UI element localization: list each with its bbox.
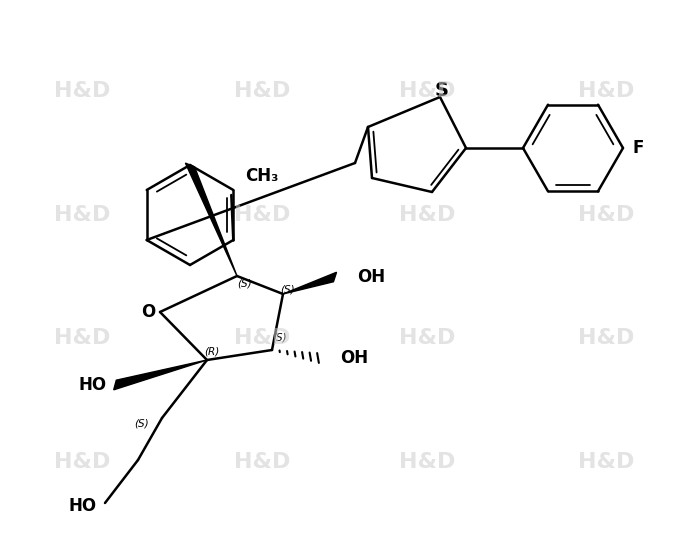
Text: H&D: H&D	[234, 205, 290, 225]
Text: O: O	[141, 303, 155, 321]
Text: H&D: H&D	[54, 328, 111, 349]
Text: H&D: H&D	[399, 452, 455, 472]
Text: H&D: H&D	[399, 328, 455, 349]
Text: H&D: H&D	[399, 81, 455, 101]
Text: H&D: H&D	[578, 328, 635, 349]
Text: H&D: H&D	[578, 452, 635, 472]
Text: S: S	[435, 82, 449, 100]
Polygon shape	[114, 360, 207, 390]
Text: F: F	[633, 139, 644, 157]
Text: CH₃: CH₃	[245, 167, 278, 185]
Text: (S): (S)	[273, 333, 287, 343]
Text: HO: HO	[79, 376, 107, 394]
Text: H&D: H&D	[54, 205, 111, 225]
Text: H&D: H&D	[234, 452, 290, 472]
Text: (R): (R)	[205, 347, 220, 357]
Text: H&D: H&D	[234, 81, 290, 101]
Text: H&D: H&D	[54, 81, 111, 101]
Text: HO: HO	[69, 497, 97, 515]
Text: (S): (S)	[238, 279, 252, 289]
Text: OH: OH	[340, 349, 368, 367]
Text: H&D: H&D	[578, 81, 635, 101]
Text: OH: OH	[357, 268, 385, 286]
Polygon shape	[185, 163, 237, 276]
Text: (S): (S)	[134, 418, 150, 428]
Text: (S): (S)	[280, 284, 296, 294]
Text: H&D: H&D	[399, 205, 455, 225]
Text: H&D: H&D	[234, 328, 290, 349]
Text: H&D: H&D	[578, 205, 635, 225]
Polygon shape	[283, 272, 336, 294]
Text: H&D: H&D	[54, 452, 111, 472]
